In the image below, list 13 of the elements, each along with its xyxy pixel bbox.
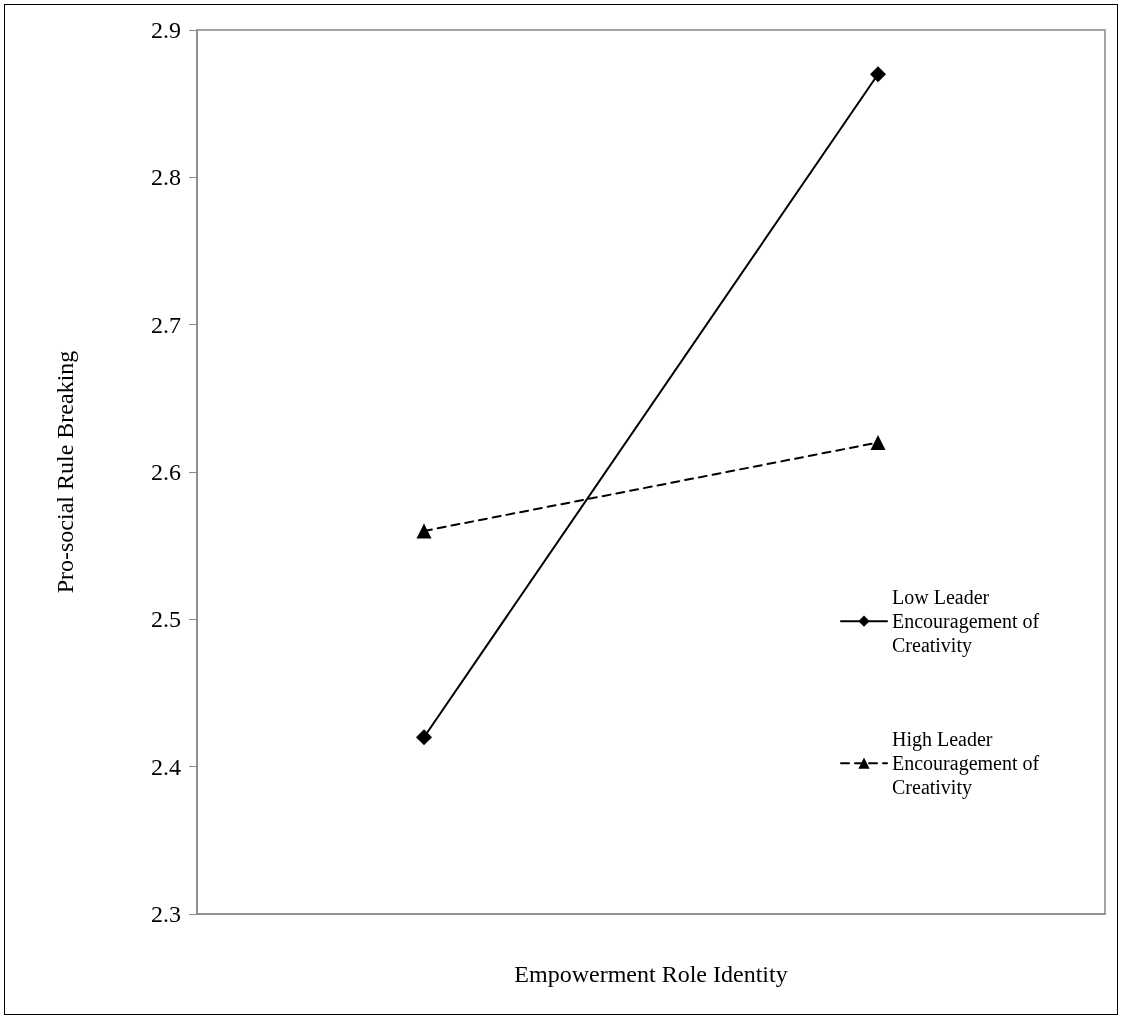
y-tick-label: 2.4 xyxy=(151,753,181,780)
legend-label: Low Leader Encouragement of Creativity xyxy=(892,586,1045,658)
x-axis-title: Empowerment Role Identity xyxy=(514,961,788,987)
point xyxy=(870,66,886,83)
y-tick-label: 2.9 xyxy=(151,17,181,43)
y-axis-title: Pro-social Rule Breaking xyxy=(52,350,78,594)
y-tick-label: 2.8 xyxy=(151,164,181,191)
y-tick-label: 2.6 xyxy=(151,459,181,485)
legend-label: High Leader Encouragement of Creativity xyxy=(892,728,1045,800)
y-tick-label: 2.3 xyxy=(151,901,181,927)
point xyxy=(416,729,432,746)
y-tick-label: 2.5 xyxy=(151,606,181,633)
y-tick-label: 2.7 xyxy=(151,311,181,338)
